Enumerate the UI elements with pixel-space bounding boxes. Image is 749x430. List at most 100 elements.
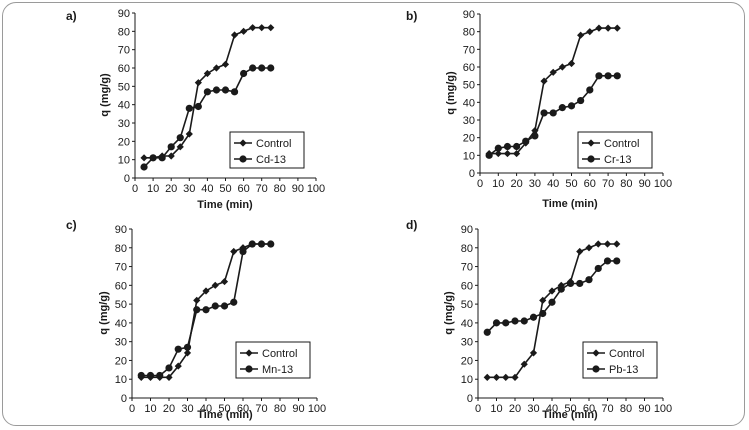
x-tick-label: 100 — [307, 183, 325, 195]
data-point-cd-13 — [140, 163, 148, 171]
y-tick-label: 30 — [463, 115, 475, 127]
x-tick-label: 100 — [308, 403, 326, 415]
x-axis-title: Time (min) — [197, 199, 253, 211]
data-point-control — [502, 373, 510, 381]
legend-label: Control — [262, 348, 297, 360]
data-point-pb-13 — [548, 298, 556, 306]
data-point-control — [577, 31, 585, 39]
chart-panel-c: 0 10 20 30 40 50 60 70 80 90 0 10 20 30 40 50 60 70 80 90 10… — [66, 218, 326, 421]
y-tick-label: 90 — [115, 224, 127, 236]
x-tick-label: 10 — [144, 403, 156, 415]
data-point-mn-13 — [193, 306, 201, 314]
y-tick-label: 40 — [118, 100, 130, 112]
x-tick-label: 20 — [509, 403, 521, 415]
data-point-control — [520, 360, 528, 368]
data-point-cd-13 — [194, 102, 202, 111]
data-point-control — [211, 281, 219, 289]
y-tick-label: 50 — [115, 299, 127, 311]
y-tick-label: 70 — [463, 44, 475, 56]
y-tick-label: 10 — [115, 374, 127, 386]
data-point-pb-13 — [594, 264, 602, 273]
x-tick-label: 70 — [601, 403, 613, 415]
data-point-cd-13 — [167, 143, 175, 151]
legend-label: Mn-13 — [262, 364, 293, 376]
data-point-control — [576, 247, 584, 256]
data-point-cr-13 — [503, 142, 512, 151]
data-point-pb-13 — [529, 313, 538, 321]
data-point-cd-13 — [176, 134, 184, 142]
legend-marker-circle — [245, 365, 253, 373]
data-point-cd-13 — [158, 154, 166, 162]
y-tick-label: 90 — [118, 8, 130, 20]
data-point-pb-13 — [576, 279, 584, 288]
y-tick-label: 60 — [463, 62, 475, 74]
data-point-cr-13 — [577, 96, 585, 105]
data-point-cr-13 — [613, 72, 621, 80]
data-point-control — [267, 24, 275, 32]
x-tick-label: 0 — [132, 183, 138, 195]
x-tick-label: 90 — [639, 178, 651, 190]
y-tick-label: 0 — [467, 393, 473, 405]
x-tick-label: 40 — [547, 178, 559, 190]
panel-label: b) — [406, 9, 417, 23]
x-tick-label: 50 — [219, 183, 231, 195]
y-axis-title: q (mg/g) — [99, 73, 111, 117]
legend-label: Control — [256, 138, 291, 150]
legend-marker-circle — [239, 155, 247, 163]
data-point-cd-13 — [221, 86, 230, 94]
legend-marker-diamond — [592, 349, 600, 357]
data-point-cr-13 — [485, 151, 493, 159]
data-point-control — [249, 24, 257, 32]
x-tick-label: 40 — [546, 403, 558, 415]
data-point-control — [203, 69, 211, 78]
data-point-control — [503, 149, 512, 158]
data-point-control — [567, 59, 576, 68]
data-point-mn-13 — [230, 298, 238, 306]
x-tick-label: 50 — [218, 403, 230, 415]
data-point-cr-13 — [549, 109, 557, 117]
legend: Control Cd-13 — [229, 131, 305, 169]
data-point-control — [185, 130, 193, 138]
data-point-control — [613, 24, 621, 32]
data-point-mn-13 — [183, 343, 192, 351]
data-point-control — [529, 349, 538, 357]
legend-marker-circle — [592, 365, 600, 373]
legend-marker-diamond — [587, 139, 595, 147]
data-point-cr-13 — [604, 72, 612, 80]
x-tick-label: 20 — [510, 178, 522, 190]
y-tick-label: 70 — [118, 45, 130, 57]
data-point-cd-13 — [240, 69, 248, 78]
x-tick-label: 30 — [183, 183, 195, 195]
data-point-control — [586, 28, 594, 36]
y-tick-label: 90 — [461, 224, 473, 236]
y-tick-label: 70 — [115, 262, 127, 274]
data-point-cd-13 — [258, 64, 266, 72]
legend-label: Control — [604, 138, 639, 150]
y-tick-label: 70 — [461, 262, 473, 274]
data-point-control — [167, 152, 175, 160]
x-tick-label: 30 — [529, 178, 541, 190]
data-point-cr-13 — [513, 142, 521, 151]
x-axis-title: Time (min) — [542, 409, 598, 421]
legend-label: Cd-13 — [256, 154, 286, 166]
data-point-control — [165, 373, 173, 381]
data-point-pb-13 — [483, 328, 491, 336]
data-point-cd-13 — [249, 64, 257, 72]
x-tick-label: 20 — [165, 183, 177, 195]
x-tick-label: 100 — [654, 403, 672, 415]
x-tick-label: 40 — [201, 183, 213, 195]
data-point-mn-13 — [137, 371, 145, 380]
x-tick-label: 60 — [237, 403, 249, 415]
data-point-pb-13 — [603, 257, 612, 265]
y-tick-label: 10 — [118, 155, 130, 167]
data-point-control — [603, 240, 612, 248]
x-tick-label: 60 — [584, 178, 596, 190]
x-tick-label: 20 — [163, 403, 175, 415]
y-tick-label: 40 — [463, 97, 475, 109]
x-tick-label: 0 — [129, 403, 135, 415]
data-point-control — [511, 373, 519, 381]
data-point-pb-13 — [566, 279, 575, 288]
